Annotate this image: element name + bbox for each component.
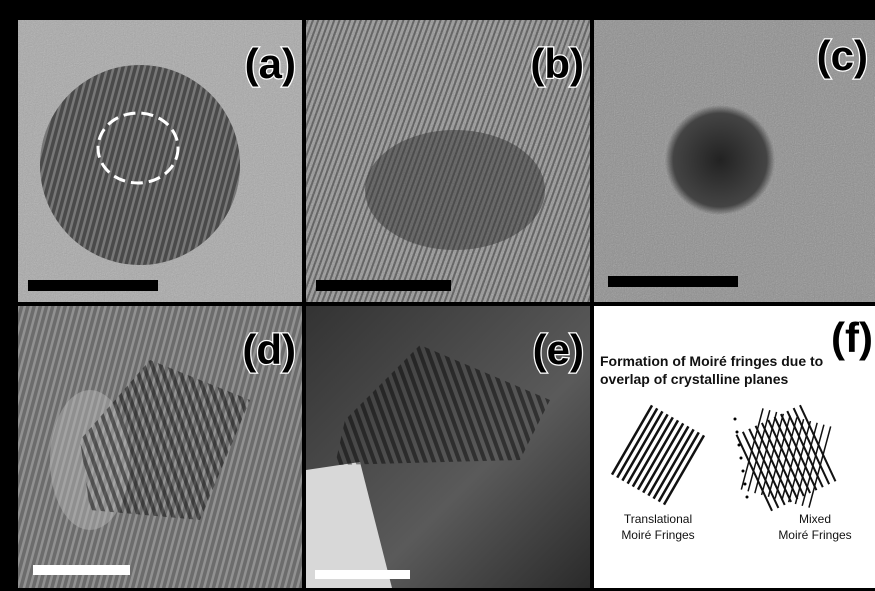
caption: Moiré Fringes (621, 528, 694, 542)
scale-bar (28, 280, 158, 291)
f-title: overlap of crystalline planes (600, 371, 789, 387)
dot (734, 418, 737, 421)
dot (742, 470, 745, 473)
dot (744, 483, 747, 486)
panel-label: (a) (245, 40, 296, 87)
panel-label: (b) (530, 40, 584, 87)
dot (746, 496, 749, 499)
panel-label: (d) (242, 326, 296, 373)
fringes (40, 65, 240, 265)
scale-bar (315, 570, 410, 579)
caption: Translational (624, 512, 692, 526)
dot (738, 444, 741, 447)
panel-label: (c) (817, 32, 868, 79)
caption: Moiré Fringes (778, 528, 851, 542)
figure: (a) (b) (c) (d) (e) (f) Formation of Moiré fr… (0, 0, 875, 591)
particle (365, 130, 545, 250)
scale-bar (608, 276, 738, 287)
scale-bar (316, 280, 451, 291)
panel-label: (e) (533, 326, 584, 373)
dot (740, 457, 743, 460)
particle (665, 105, 775, 215)
caption: Mixed (799, 512, 831, 526)
panel-label: (f) (831, 314, 873, 361)
dot (736, 431, 739, 434)
f-title: Formation of Moiré fringes due to (600, 353, 823, 369)
scale-bar (33, 565, 130, 575)
